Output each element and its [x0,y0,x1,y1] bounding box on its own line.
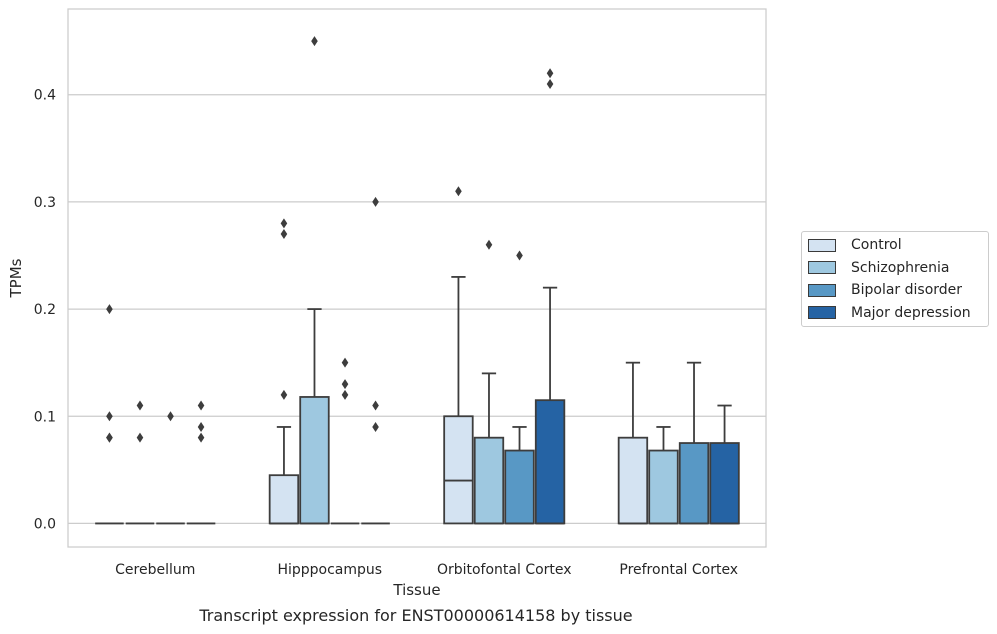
legend-label-schizophrenia: Schizophrenia [851,259,950,276]
y-tick-label: 0.2 [34,302,56,318]
box [473,436,505,525]
box-group [678,361,710,525]
box-group [648,426,679,525]
box [709,442,740,525]
outlier-point [280,218,288,229]
box-group [186,400,216,525]
legend-swatch-major-depression [808,306,836,320]
outlier-point [341,379,349,390]
outlier-point [106,432,113,443]
outlier-point [341,357,349,368]
outlier-point [197,421,205,432]
outlier-point [197,432,205,443]
box [534,399,566,525]
box [299,396,330,525]
legend-label-control: Control [851,237,902,254]
outlier-point [106,411,113,422]
outlier-point [167,411,174,422]
x-tick-label: Orbitofontal Cortex [437,562,572,578]
box-group [534,68,566,525]
outlier-point [197,400,205,411]
box-group [156,411,185,525]
chart-caption: Transcript expression for ENST0000061415… [199,606,633,625]
outlier-point [341,389,349,400]
box-group [299,36,330,525]
x-tick-label: Prefrontal Cortex [619,562,738,578]
y-tick-label: 0.0 [34,516,56,532]
box-group [361,196,390,525]
outlier-point [372,196,379,207]
box-group [268,218,300,525]
box [268,474,300,525]
outlier-point [372,400,379,411]
box-group [330,357,360,525]
legend-item-major-depression: Major depression [802,302,988,325]
y-axis-title: TPMs [7,258,25,298]
outlier-point [455,186,462,197]
box [617,436,649,525]
legend-item-control: Control [802,234,988,257]
outlier-point [136,432,144,443]
box-group [709,404,740,525]
outlier-point [106,304,113,315]
outlier-point [546,68,554,79]
x-tick-label: Hipppocampus [277,562,382,578]
box-group [125,400,155,525]
legend-item-schizophrenia: Schizophrenia [802,257,988,280]
x-tick-label: Cerebellum [115,562,195,578]
outlier-point [546,79,554,90]
legend-swatch-control [808,238,836,252]
y-tick-label: 0.3 [34,195,56,211]
outlier-point [280,389,288,400]
legend-swatch-schizophrenia [808,261,836,275]
legend-swatch-bipolar-disorder [808,283,836,297]
outlier-point [280,229,288,240]
legend-item-bipolar-disorder: Bipolar disorder [802,279,988,302]
legend: Control Schizophrenia Bipolar disorder M… [801,231,989,327]
box [504,449,535,525]
legend-label-bipolar-disorder: Bipolar disorder [851,282,963,299]
y-tick-label: 0.1 [34,409,56,425]
box-group [617,361,649,525]
y-tick-label: 0.4 [34,88,56,104]
legend-label-major-depression: Major depression [851,304,971,321]
box-group [443,186,474,525]
box-group [473,239,505,525]
x-axis-title: Tissue [392,581,440,599]
box [678,442,710,525]
box-group [504,250,535,525]
outlier-point [516,250,523,261]
box-layer [95,36,740,525]
outlier-point [485,239,493,250]
box [443,415,474,525]
x-tick-labels: Cerebellum Hipppocampus Orbitofontal Corte… [115,562,738,578]
outlier-point [136,400,144,411]
box [648,449,679,525]
plot-frame [67,8,767,548]
outlier-point [311,36,318,47]
box-group [95,304,124,525]
y-tick-labels: 0.0 0.1 0.2 0.3 0.4 [34,88,56,533]
outlier-point [372,421,379,432]
